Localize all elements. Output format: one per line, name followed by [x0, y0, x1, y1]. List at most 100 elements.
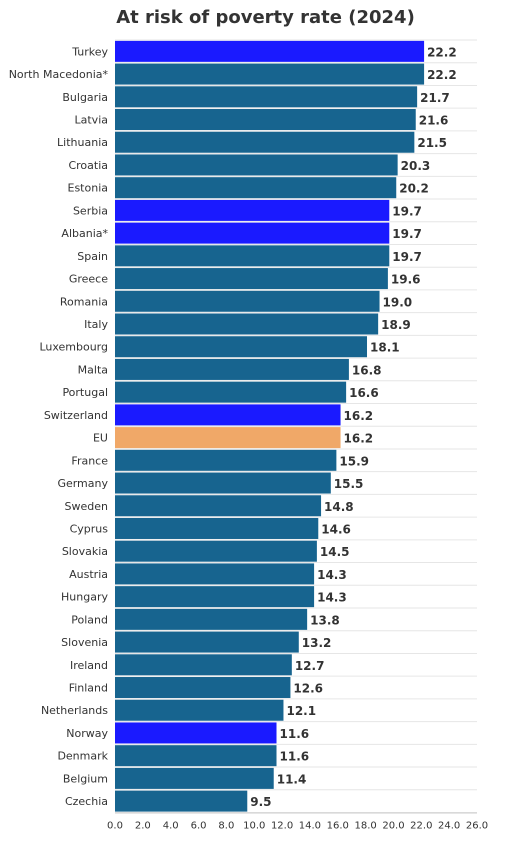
- bar: [115, 154, 398, 176]
- bar: [115, 654, 292, 676]
- bar: [115, 86, 418, 108]
- value-label: 9.5: [250, 795, 271, 809]
- bar: [115, 199, 390, 221]
- category-label: Estonia: [68, 182, 109, 195]
- value-label: 11.6: [280, 727, 310, 741]
- value-label: 19.6: [391, 273, 421, 287]
- category-label: Lithuania: [57, 136, 108, 149]
- category-label: EU: [93, 432, 108, 445]
- value-label: 16.2: [344, 432, 374, 446]
- category-label: Portugal: [62, 386, 108, 399]
- bar: [115, 358, 349, 380]
- x-tick-label: 20.0: [382, 820, 404, 831]
- bar: [115, 404, 341, 426]
- value-label: 14.3: [317, 568, 347, 582]
- category-labels: Turkey North Macedonia* Bulgaria Latvia Lith…: [9, 45, 109, 808]
- category-label: Czechia: [65, 795, 108, 808]
- x-tick-label: 8.0: [218, 820, 234, 831]
- x-axis-ticks: 0.0 2.0 4.0 6.0 8.0 10.0 12.0 14.0 16.0 18.0 20.0 2…: [107, 812, 488, 831]
- value-label: 20.3: [401, 159, 431, 173]
- bar: [115, 40, 425, 62]
- category-label: Finland: [69, 682, 108, 695]
- bar: [115, 608, 308, 630]
- category-label: Denmark: [57, 750, 108, 763]
- value-label: 11.6: [280, 750, 310, 764]
- category-label: Cyprus: [70, 522, 109, 535]
- bar: [115, 790, 248, 812]
- chart-title: At risk of poverty rate (2024): [116, 7, 415, 28]
- x-tick-label: 14.0: [299, 820, 321, 831]
- category-label: Bulgaria: [62, 91, 108, 104]
- category-label: Spain: [77, 250, 108, 263]
- value-label: 21.5: [417, 136, 447, 150]
- category-label: Latvia: [75, 114, 109, 127]
- bar: [115, 540, 317, 562]
- value-label: 12.6: [293, 682, 323, 696]
- bar: [115, 381, 347, 403]
- category-label: Turkey: [71, 45, 108, 58]
- bar: [115, 313, 379, 335]
- bar: [115, 63, 425, 85]
- bar: [115, 631, 299, 653]
- value-label: 18.9: [381, 318, 411, 332]
- value-label: 14.6: [321, 522, 351, 536]
- bar: [115, 745, 277, 767]
- bar: [115, 563, 315, 585]
- bar: [115, 245, 390, 267]
- category-label: Italy: [84, 318, 108, 331]
- category-label: Greece: [69, 273, 108, 286]
- x-tick-label: 18.0: [354, 820, 376, 831]
- value-label: 19.7: [392, 227, 422, 241]
- category-label: Serbia: [73, 204, 108, 217]
- category-label: Romania: [60, 295, 108, 308]
- category-label: Luxembourg: [39, 341, 108, 354]
- category-label: North Macedonia*: [9, 68, 109, 81]
- bar: [115, 177, 397, 199]
- x-tick-label: 6.0: [191, 820, 207, 831]
- bar: [115, 586, 315, 608]
- value-label: 22.2: [427, 68, 457, 82]
- bar: [115, 722, 277, 744]
- value-label: 14.8: [324, 500, 354, 514]
- x-tick-label: 4.0: [163, 820, 179, 831]
- value-label: 19.0: [383, 295, 413, 309]
- category-label: Norway: [66, 727, 108, 740]
- category-label: Poland: [71, 613, 108, 626]
- bar: [115, 449, 337, 471]
- value-label: 19.7: [392, 204, 422, 218]
- value-label: 15.9: [339, 454, 369, 468]
- category-label: Malta: [78, 363, 108, 376]
- value-label: 16.8: [352, 363, 382, 377]
- value-label: 12.1: [286, 704, 316, 718]
- value-label: 22.2: [427, 45, 457, 59]
- category-label: Albania*: [61, 227, 108, 240]
- category-label: Germany: [57, 477, 108, 490]
- category-label: Sweden: [65, 500, 108, 513]
- bar: [115, 767, 274, 789]
- value-label: 21.7: [420, 91, 450, 105]
- x-tick-label: 12.0: [271, 820, 293, 831]
- category-label: Hungary: [61, 591, 108, 604]
- category-label: Netherlands: [41, 704, 108, 717]
- bar: [115, 472, 331, 494]
- bar: [115, 268, 388, 290]
- category-label: Ireland: [70, 659, 108, 672]
- bar: [115, 336, 368, 358]
- bar: [115, 699, 284, 721]
- value-label: 14.3: [317, 591, 347, 605]
- bar: [115, 427, 341, 449]
- x-tick-label: 10.0: [243, 820, 265, 831]
- bars: [115, 40, 425, 812]
- category-label: Slovakia: [62, 545, 108, 558]
- bar: [115, 517, 319, 539]
- bar: [115, 131, 415, 153]
- category-label: Switzerland: [44, 409, 108, 422]
- value-label: 15.5: [334, 477, 364, 491]
- value-label: 11.4: [277, 772, 307, 786]
- value-label: 19.7: [392, 250, 422, 264]
- bar: [115, 677, 291, 699]
- x-tick-label: 26.0: [466, 820, 488, 831]
- value-label: 20.2: [399, 182, 429, 196]
- value-label: 16.2: [344, 409, 374, 423]
